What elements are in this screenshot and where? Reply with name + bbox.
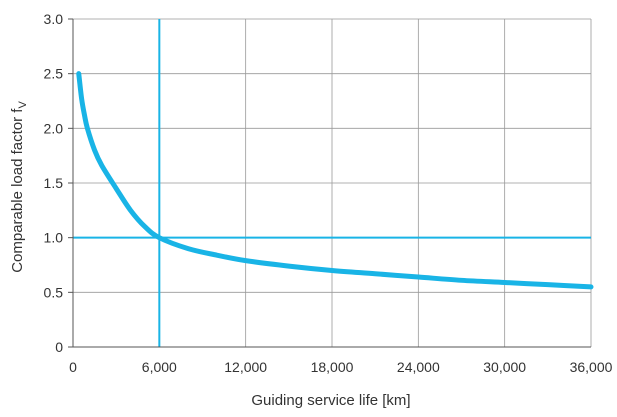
axes: [68, 18, 591, 348]
x-tick-label: 36,000: [570, 359, 613, 375]
x-tick-label: 30,000: [483, 359, 526, 375]
tick-labels: 0 0.5 1.0 1.5 2.0 2.5 3.0 0 6,000 12,000 18,000 24,…: [44, 11, 613, 375]
series-layer: [76, 71, 594, 290]
y-tick-label: 2.5: [44, 66, 64, 82]
x-tick-label: 12,000: [224, 359, 267, 375]
y-tick-label: 1.5: [44, 175, 64, 191]
series-line: [76, 71, 594, 290]
x-tick-label: 24,000: [397, 359, 440, 375]
y-axis-title: Comparable load factor fV: [9, 101, 29, 273]
y-tick-label: 0: [55, 339, 63, 355]
y-tick-label: 3.0: [44, 11, 64, 27]
x-tick-label: 18,000: [311, 359, 354, 375]
y-tick-label: 2.0: [44, 120, 64, 136]
x-tick-label: 0: [69, 359, 77, 375]
grid-lines: [73, 18, 592, 347]
y-tick-label: 0.5: [44, 284, 64, 300]
y-tick-label: 1.0: [44, 230, 64, 246]
x-axis-title: Guiding service life [km]: [251, 392, 410, 409]
y-axis-title-main: Comparable load factor f: [9, 108, 26, 273]
y-axis-title-subscript: V: [17, 101, 29, 109]
x-tick-label: 6,000: [142, 359, 177, 375]
